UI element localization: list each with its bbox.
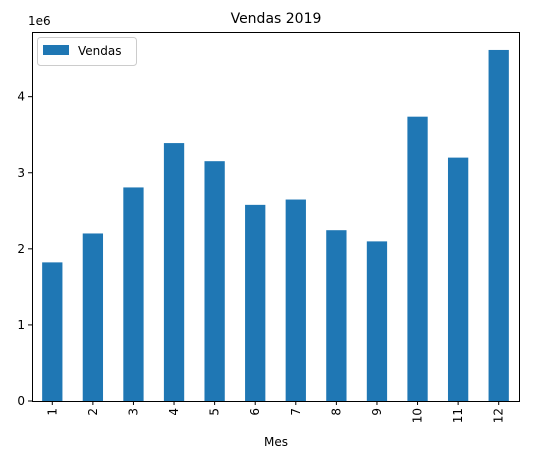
bar-6 — [245, 204, 266, 401]
plot-frame — [32, 32, 520, 402]
bar-11 — [447, 157, 469, 401]
legend-label: Vendas — [78, 44, 122, 58]
bar-12 — [488, 49, 509, 401]
chart-title: Vendas 2019 — [231, 11, 322, 27]
x-tick-label-6: 6 — [248, 408, 262, 416]
y-axis-offset-label: 1e6 — [28, 14, 51, 28]
x-axis-label: Mes — [264, 435, 288, 449]
y-tick-label-4: 4 — [17, 90, 25, 104]
bars-layer — [42, 49, 509, 401]
legend: Vendas — [37, 37, 137, 66]
x-tick-label-12: 12 — [492, 408, 506, 423]
x-tick-label-2: 2 — [86, 408, 100, 416]
y-tick-label-3: 3 — [17, 166, 25, 180]
y-tick-label-0: 0 — [17, 394, 25, 408]
y-tick-label-1: 1 — [17, 318, 25, 332]
bar-4 — [163, 143, 185, 401]
x-tick-label-1: 1 — [45, 408, 59, 416]
x-ticks-layer: 1 2 3 4 5 6 7 8 9 10 11 12 — [45, 401, 506, 423]
bar-7 — [285, 199, 306, 401]
bar-5 — [204, 161, 225, 401]
x-tick-label-8: 8 — [329, 408, 343, 416]
x-tick-label-9: 9 — [370, 408, 384, 416]
bar-1 — [42, 262, 63, 401]
x-tick-label-7: 7 — [289, 408, 303, 416]
bar-9 — [366, 241, 388, 401]
bar-2 — [82, 233, 104, 401]
y-ticks-layer: 0 1 2 3 4 — [17, 90, 32, 408]
x-tick-label-3: 3 — [126, 408, 140, 416]
y-tick-label-2: 2 — [17, 242, 25, 256]
legend-box — [37, 37, 137, 66]
x-tick-label-4: 4 — [167, 408, 181, 416]
bar-10 — [407, 116, 428, 401]
bar-3 — [123, 187, 144, 401]
bar-8 — [326, 230, 347, 401]
legend-swatch — [43, 45, 69, 55]
x-tick-label-10: 10 — [411, 408, 425, 423]
x-tick-label-11: 11 — [451, 408, 465, 423]
x-tick-label-5: 5 — [208, 408, 222, 416]
